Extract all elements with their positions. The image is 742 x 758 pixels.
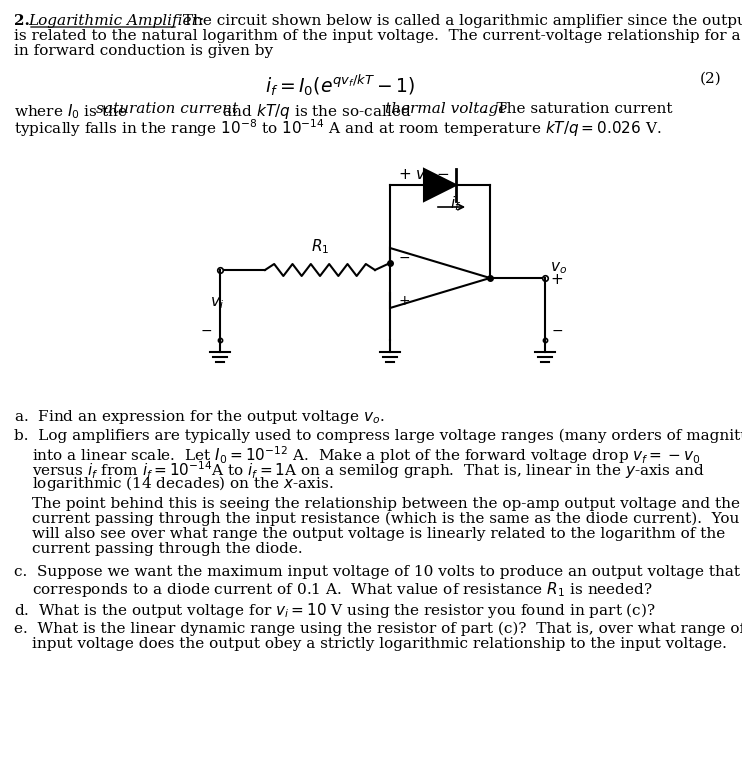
Text: d.  What is the output voltage for $v_i = 10$ V using the resistor you found in : d. What is the output voltage for $v_i =… xyxy=(14,601,656,620)
Text: $+$: $+$ xyxy=(550,273,563,287)
Text: input voltage does the output obey a strictly logarithmic relationship to the in: input voltage does the output obey a str… xyxy=(32,637,727,651)
Text: $v_o$: $v_o$ xyxy=(550,260,567,276)
Text: $i_f$: $i_f$ xyxy=(450,194,462,213)
Text: a.  Find an expression for the output voltage $v_o$.: a. Find an expression for the output vol… xyxy=(14,408,385,426)
Text: $+ \ v_f \ -$: $+ \ v_f \ -$ xyxy=(398,167,450,183)
Text: The point behind this is seeing the relationship between the op-amp output volta: The point behind this is seeing the rela… xyxy=(32,497,740,511)
Text: is related to the natural logarithm of the input voltage.  The current-voltage r: is related to the natural logarithm of t… xyxy=(14,29,742,43)
Text: will also see over what range the output voltage is linearly related to the loga: will also see over what range the output… xyxy=(32,527,725,541)
Text: thermal voltage: thermal voltage xyxy=(385,102,508,116)
Text: b.  Log amplifiers are typically used to compress large voltage ranges (many ord: b. Log amplifiers are typically used to … xyxy=(14,429,742,443)
Text: and $kT/q$ is the so-called: and $kT/q$ is the so-called xyxy=(218,102,412,121)
Text: $-$: $-$ xyxy=(200,323,212,337)
Text: $v_i$: $v_i$ xyxy=(210,295,224,311)
Text: in forward conduction is given by: in forward conduction is given by xyxy=(14,44,273,58)
Text: $-$: $-$ xyxy=(398,250,410,264)
Text: $+$: $+$ xyxy=(398,294,410,308)
Text: logarithmic (14 decades) on the $x$-axis.: logarithmic (14 decades) on the $x$-axis… xyxy=(32,474,333,493)
Text: 2.: 2. xyxy=(14,14,35,28)
Text: corresponds to a diode current of 0.1 A.  What value of resistance $R_1$ is need: corresponds to a diode current of 0.1 A.… xyxy=(32,580,653,599)
Text: versus $i_f$ from $i_f = 10^{-14}$A to $i_f = 1$A on a semilog graph.  That is, : versus $i_f$ from $i_f = 10^{-14}$A to $… xyxy=(32,459,705,481)
Text: (2): (2) xyxy=(700,72,722,86)
Text: e.  What is the linear dynamic range using the resistor of part (c)?  That is, o: e. What is the linear dynamic range usin… xyxy=(14,622,742,637)
Text: typically falls in the range $10^{-8}$ to $10^{-14}$ A and at room temperature $: typically falls in the range $10^{-8}$ t… xyxy=(14,117,662,139)
Text: saturation current: saturation current xyxy=(96,102,238,116)
Text: Logarithmic Amplifier:: Logarithmic Amplifier: xyxy=(28,14,204,28)
Text: $-$: $-$ xyxy=(551,323,563,337)
Text: current passing through the input resistance (which is the same as the diode cur: current passing through the input resist… xyxy=(32,512,739,526)
Text: The circuit shown below is called a logarithmic amplifier since the output: The circuit shown below is called a loga… xyxy=(178,14,742,28)
Text: $i_f = I_0(e^{qv_f/kT} - 1)$: $i_f = I_0(e^{qv_f/kT} - 1)$ xyxy=(265,72,416,98)
Text: $R_1$: $R_1$ xyxy=(311,237,329,256)
Text: c.  Suppose we want the maximum input voltage of 10 volts to produce an output v: c. Suppose we want the maximum input vol… xyxy=(14,565,740,579)
Text: into a linear scale.  Let $I_0 = 10^{-12}$ A.  Make a plot of the forward voltag: into a linear scale. Let $I_0 = 10^{-12}… xyxy=(32,444,700,465)
Text: current passing through the diode.: current passing through the diode. xyxy=(32,542,303,556)
Text: where $I_0$ is the: where $I_0$ is the xyxy=(14,102,128,121)
Text: .  The saturation current: . The saturation current xyxy=(482,102,672,116)
Polygon shape xyxy=(424,169,456,201)
